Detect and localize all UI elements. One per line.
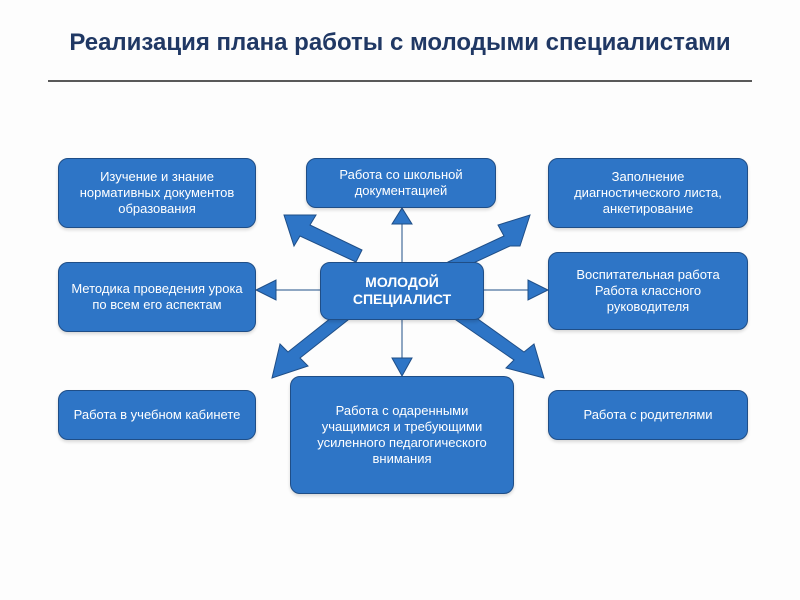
node-label: Работа с одаренными учащимися и требующи…: [301, 403, 503, 468]
title-block: Реализация плана работы с молодыми специ…: [0, 0, 800, 68]
arrow-up: [392, 208, 412, 262]
node-label: Работа со школьной документацией: [317, 167, 485, 200]
node-n5: Воспитательная работаРабота классного ру…: [548, 252, 748, 330]
diagram-canvas: МОЛОДОЙСПЕЦИАЛИСТ Изучение и знание норма…: [0, 0, 800, 600]
title-rule: [48, 80, 752, 82]
node-n8: Работа с родителями: [548, 390, 748, 440]
node-n7: Работа с одаренными учащимися и требующи…: [290, 376, 514, 494]
arrow-down-right: [456, 312, 544, 378]
center-node-label: МОЛОДОЙСПЕЦИАЛИСТ: [353, 274, 451, 309]
node-label: Работа в учебном кабинете: [74, 407, 241, 423]
arrow-right: [484, 280, 548, 300]
page-title: Реализация плана работы с молодыми специ…: [60, 28, 740, 58]
arrows-layer: [0, 0, 800, 600]
node-label: Воспитательная работаРабота классного ру…: [559, 267, 737, 316]
arrow-down-left: [272, 314, 348, 378]
node-n6: Работа в учебном кабинете: [58, 390, 256, 440]
node-n2: Работа со школьной документацией: [306, 158, 496, 208]
center-node: МОЛОДОЙСПЕЦИАЛИСТ: [320, 262, 484, 320]
arrow-down: [392, 320, 412, 376]
arrow-up-right: [448, 215, 530, 272]
node-label: Методика проведения урока по всем его ас…: [69, 281, 245, 314]
node-n3: Заполнение диагностического листа, анкет…: [548, 158, 748, 228]
node-n1: Изучение и знание нормативных документов…: [58, 158, 256, 228]
arrow-left: [256, 280, 320, 300]
node-label: Изучение и знание нормативных документов…: [69, 169, 245, 218]
node-label: Работа с родителями: [583, 407, 712, 423]
node-n4: Методика проведения урока по всем его ас…: [58, 262, 256, 332]
node-label: Заполнение диагностического листа, анкет…: [559, 169, 737, 218]
arrow-up-left: [284, 215, 362, 262]
